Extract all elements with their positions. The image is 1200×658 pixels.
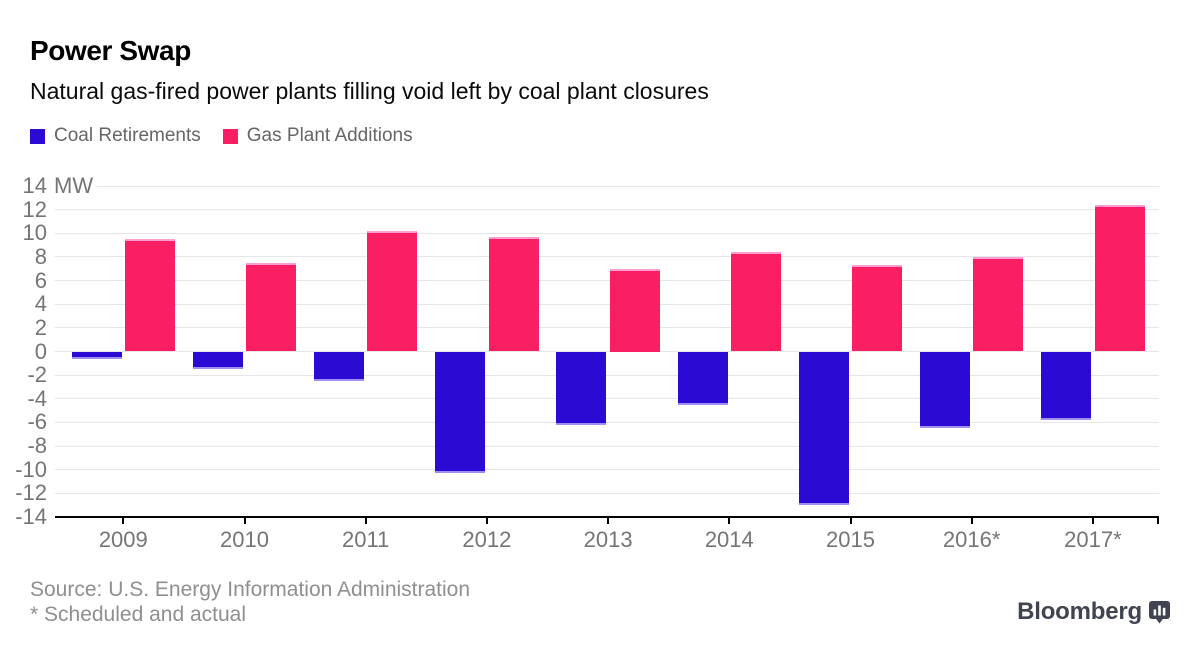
coal-retirements-bar-2016 <box>920 351 970 429</box>
legend-item-gas-plant-additions: Gas Plant Additions <box>222 125 413 147</box>
bar-chart-plot-area: 14 12 10 8 6 4 2 0 -2 -4 -6 -8 -10 -12 -14 MW 2009 2010 20… <box>15 175 1159 552</box>
chart-title: Power Swap <box>30 35 191 66</box>
coal-retirements-bar-2017 <box>1041 351 1092 421</box>
legend-label-coal-retirements: Coal Retirements <box>54 125 201 146</box>
y-axis-label: 8 <box>34 243 47 269</box>
y-axis-label: -12 <box>15 480 47 506</box>
gas-additions-bar-2013 <box>609 268 660 352</box>
gridline <box>55 351 1159 352</box>
legend-label-gas-plant-additions: Gas Plant Additions <box>246 125 413 146</box>
x-axis-tick <box>849 518 852 524</box>
gridline <box>55 421 1159 423</box>
x-axis-tick <box>485 518 488 524</box>
coal-retirements-bar-2011 <box>314 351 364 382</box>
gridline <box>55 492 1159 494</box>
gas-additions-bar-2011 <box>367 230 418 352</box>
y-axis-label: 6 <box>34 267 47 293</box>
y-axis-unit-label: MW <box>54 173 94 198</box>
bloomberg-wordmark: Bloomberg <box>1017 598 1142 625</box>
gridline <box>55 398 1159 400</box>
bloomberg-chart-bubble-icon <box>1149 600 1170 623</box>
gridline <box>55 256 1159 258</box>
y-axis-label: 0 <box>34 338 47 364</box>
x-axis-tick <box>607 518 610 524</box>
legend-item-coal-retirements: Coal Retirements <box>30 125 201 147</box>
coal-retirements-bar-2013 <box>556 351 607 425</box>
y-axis-label: 4 <box>34 291 47 317</box>
gas-additions-bar-2010 <box>246 262 297 352</box>
gridline <box>55 232 1159 234</box>
gridline <box>55 209 1159 211</box>
gas-additions-bar-2012 <box>488 236 539 352</box>
chart-subtitle: Natural gas-fired power plants filling v… <box>30 78 709 104</box>
coal-retirements-bar-2015 <box>798 351 849 506</box>
gas-additions-bar-2017 <box>1094 204 1145 352</box>
gridline <box>55 327 1159 329</box>
gas-additions-bar-2016 <box>973 256 1024 352</box>
gas-additions-bar-2014 <box>731 252 781 352</box>
gridline <box>55 303 1159 305</box>
bloomberg-logo: Bloomberg <box>1017 598 1170 626</box>
x-axis-label: 2015 <box>826 527 875 552</box>
gridline <box>97 185 1159 187</box>
x-axis-label: 2011 <box>342 527 390 552</box>
coal-retirements-bar-2014 <box>677 351 728 405</box>
gridline <box>55 374 1159 376</box>
y-axis-label: 2 <box>34 314 47 340</box>
x-axis-label: 2017* <box>1064 527 1122 552</box>
gas-plant-additions-swatch-icon <box>222 128 238 144</box>
gas-additions-bar-2015 <box>852 265 903 352</box>
gridline <box>55 445 1159 447</box>
y-axis-label: 12 <box>22 196 47 222</box>
gas-additions-bar-2009 <box>125 239 175 352</box>
x-axis-tick <box>122 518 125 524</box>
x-axis-label: 2012 <box>462 527 512 552</box>
x-axis-label: 2010 <box>220 527 269 552</box>
x-axis-tick <box>364 518 367 524</box>
y-axis-label: -10 <box>15 456 47 482</box>
gridline <box>55 280 1159 282</box>
x-axis-label: 2013 <box>583 527 633 552</box>
x-axis-label: 2009 <box>98 527 148 552</box>
x-axis-label: 2014 <box>704 527 754 552</box>
x-axis-tick <box>728 518 731 524</box>
y-axis-label: -8 <box>27 433 47 459</box>
x-axis-tick <box>1091 518 1094 524</box>
x-axis-label: 2016* <box>942 527 1001 552</box>
x-axis-tick <box>970 518 973 524</box>
y-axis-label: 10 <box>22 220 47 246</box>
coal-retirements-bar-2012 <box>435 351 486 474</box>
y-axis-label: -6 <box>27 409 47 435</box>
footnote-text: * Scheduled and actual <box>30 603 246 626</box>
x-axis-line <box>55 516 1159 518</box>
x-axis-tick <box>243 518 246 524</box>
coal-retirements-swatch-icon <box>30 128 45 144</box>
x-axis-end-tick <box>1157 518 1159 524</box>
coal-retirements-bar-2010 <box>192 351 243 370</box>
chart-legend: Coal Retirements Gas Plant Additions <box>30 125 413 147</box>
gridline <box>55 469 1159 471</box>
y-axis-label: 14 <box>22 173 47 198</box>
y-axis-label: -4 <box>27 385 47 411</box>
y-axis-label: -14 <box>15 504 47 529</box>
coal-retirements-bar-2009 <box>71 351 122 359</box>
source-text: Source: U.S. Energy Information Administ… <box>30 578 471 601</box>
y-axis-label: -2 <box>27 362 47 388</box>
